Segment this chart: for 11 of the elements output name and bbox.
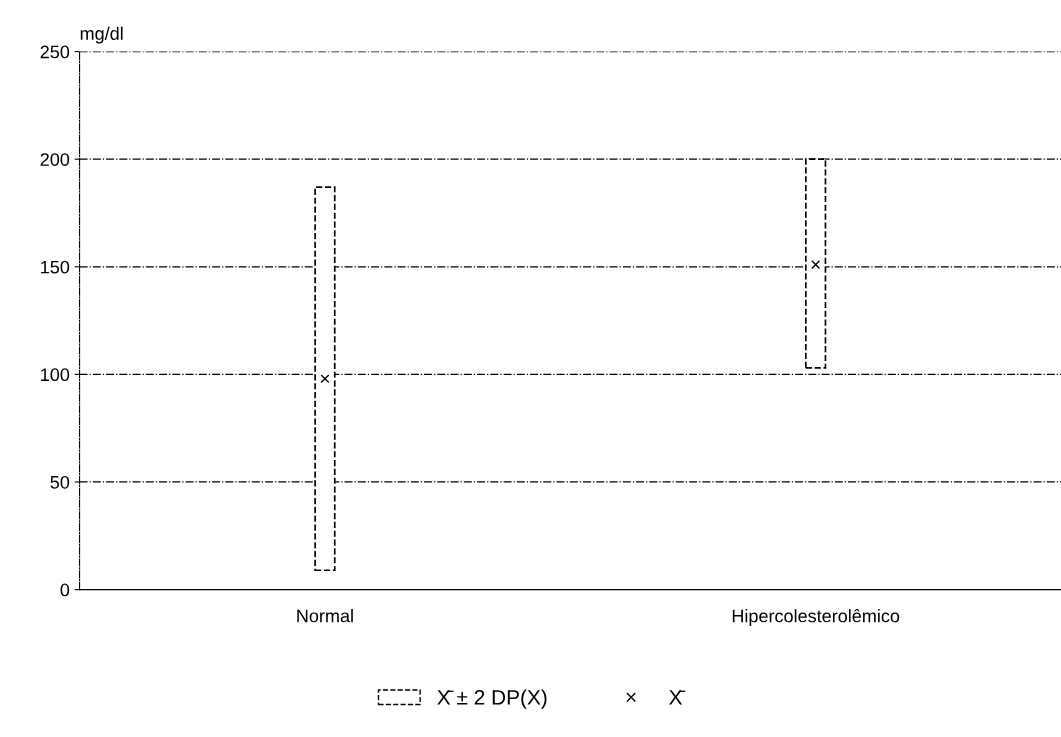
y-tick-label: 200 <box>40 153 70 166</box>
y-tick-label: 150 <box>41 260 70 274</box>
legend-label: X̄ <box>669 690 686 705</box>
y-tick-label: 250 <box>40 45 70 59</box>
y-tick-label: 50 <box>50 475 70 489</box>
y-tick-label: 0 <box>60 583 70 597</box>
y-tick-label: 100 <box>41 368 70 382</box>
legend-label: X̄ ± 2 DP(X) <box>437 689 547 709</box>
x-tick-label: Normal <box>297 609 353 623</box>
x-tick-label: Hipercolesterolêmico <box>732 609 900 626</box>
y-axis-title: mg/dl <box>80 26 123 44</box>
